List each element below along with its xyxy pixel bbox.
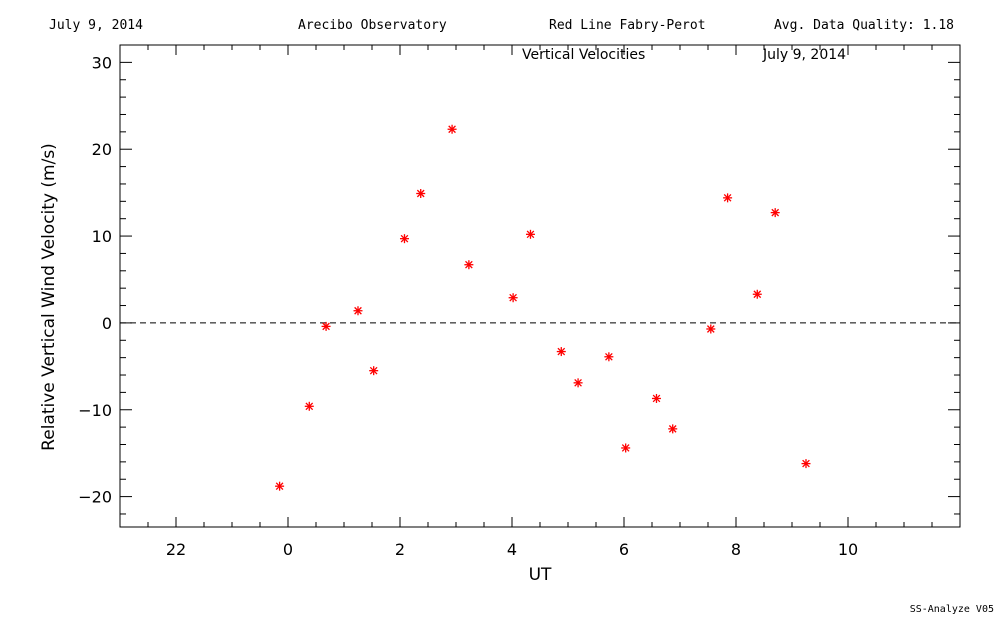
data-point	[508, 293, 518, 303]
x-tick-label: 22	[166, 540, 186, 559]
x-tick-label: 4	[507, 540, 517, 559]
data-point	[447, 124, 457, 134]
data-point	[556, 347, 566, 357]
data-points	[275, 124, 811, 491]
data-point	[723, 193, 733, 203]
data-point	[275, 481, 285, 491]
data-point	[304, 401, 314, 411]
y-tick-label: −10	[78, 401, 112, 420]
data-point	[464, 260, 474, 270]
y-tick-labels: −20 −10 0 10 20 30	[78, 53, 112, 506]
data-point	[706, 324, 716, 334]
data-point	[668, 424, 678, 434]
plot-frame	[119, 44, 961, 528]
y-axis-label: Relative Vertical Wind Velocity (m/s)	[39, 143, 59, 451]
y-tick-label: −20	[78, 488, 112, 507]
x-tick-label: 0	[283, 540, 293, 559]
x-tick-label: 2	[395, 540, 405, 559]
software-version-footer: SS-Analyze V05	[909, 604, 994, 615]
x-tick-label: 10	[838, 540, 858, 559]
data-point	[369, 366, 379, 376]
data-point	[604, 352, 614, 362]
data-point	[353, 306, 363, 316]
x-tick-label: 6	[619, 540, 629, 559]
y-tick-label: 20	[92, 140, 112, 159]
header-observatory: Arecibo Observatory	[298, 18, 447, 33]
y-tick-label: 10	[92, 227, 112, 246]
data-point	[416, 189, 426, 199]
data-point	[801, 459, 811, 469]
y-tick-label: 30	[92, 53, 112, 72]
data-point	[399, 234, 409, 244]
chart-subtitle: July 9, 2014	[762, 47, 846, 63]
chart-title: Vertical Velocities	[522, 47, 645, 63]
data-point	[321, 321, 331, 331]
data-point	[573, 378, 583, 388]
data-point	[752, 289, 762, 299]
x-tick-label: 8	[731, 540, 741, 559]
header-data-quality: Avg. Data Quality: 1.18	[773, 18, 954, 33]
header-instrument: Red Line Fabry-Perot	[549, 18, 706, 33]
x-tick-labels: 22 0 2 4 6 8 10	[166, 540, 858, 559]
data-point	[651, 393, 661, 403]
header-date: July 9, 2014	[49, 18, 143, 33]
data-point	[770, 208, 780, 218]
axis-ticks	[119, 44, 961, 527]
x-axis-label: UT	[529, 565, 552, 585]
data-point	[621, 443, 631, 453]
data-point	[525, 229, 535, 239]
y-tick-label: 0	[102, 314, 112, 333]
